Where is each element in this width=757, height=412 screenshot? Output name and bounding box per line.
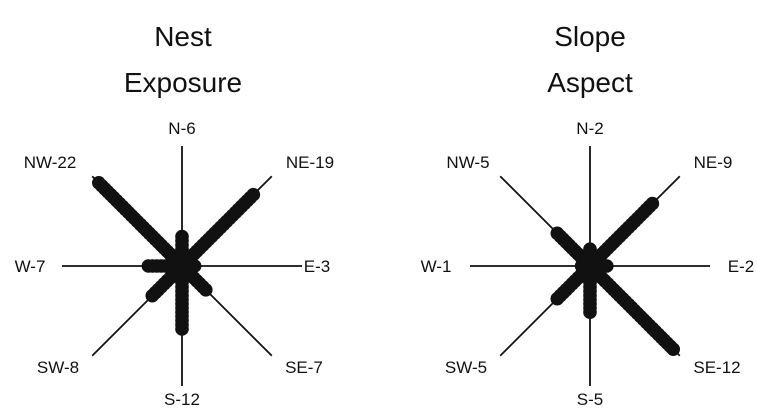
label-ne: NE-19 <box>286 153 334 172</box>
center-hub <box>578 254 602 278</box>
title-line-2: Exposure <box>124 67 242 98</box>
slope-aspect-rose: Slope Aspect N-2 NE-9 E-2 SE-12 S-5 SW-5… <box>421 21 755 409</box>
label-w: W-7 <box>15 257 46 276</box>
label-s: S-12 <box>164 390 200 409</box>
frequency-bars <box>92 176 261 336</box>
label-e: E-2 <box>728 257 754 276</box>
label-ne: NE-9 <box>694 153 733 172</box>
label-n: N-6 <box>168 119 195 138</box>
label-e: E-3 <box>304 257 330 276</box>
label-sw: SW-5 <box>445 358 487 377</box>
title-line-2: Aspect <box>547 67 633 98</box>
title-line-1: Slope <box>554 21 626 52</box>
frequency-bars <box>550 196 680 357</box>
label-nw: NW-5 <box>446 153 489 172</box>
label-sw: SW-8 <box>37 358 79 377</box>
label-se: SE-12 <box>693 358 740 377</box>
label-s: S-5 <box>577 390 603 409</box>
label-nw: NW-22 <box>24 153 77 172</box>
label-se: SE-7 <box>285 358 323 377</box>
center-hub <box>171 255 193 277</box>
title-line-1: Nest <box>154 21 212 52</box>
nest-exposure-rose: Nest Exposure N-6 NE-19 E-3 SE-7 S-12 SW… <box>15 21 335 409</box>
label-w: W-1 <box>421 257 452 276</box>
label-n: N-2 <box>576 119 603 138</box>
